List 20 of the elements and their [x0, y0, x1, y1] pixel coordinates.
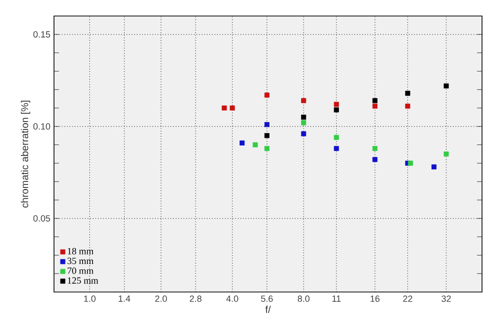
y-tick-label: 0.10	[33, 123, 50, 130]
x-tick-label: 1.0	[84, 296, 96, 302]
y-axis-title: chromatic aberration [%]	[20, 100, 30, 208]
x-tick-label: 32	[442, 296, 451, 302]
x-tick-label: 2.8	[190, 296, 202, 302]
legend-label: 35 mm	[68, 258, 94, 264]
x-tick-label: 8.0	[298, 296, 310, 302]
legend-label: 70 mm	[68, 268, 94, 274]
x-tick-label: 5.6	[261, 296, 273, 302]
x-tick-label: 22	[403, 296, 412, 302]
y-tick-label: 0.15	[33, 31, 50, 38]
legend-label: 125 mm	[68, 277, 98, 284]
x-tick-label: 1.4	[118, 296, 130, 302]
x-tick-label: 11	[332, 296, 341, 302]
x-tick-label: 16	[370, 296, 380, 302]
x-axis-title: f/	[265, 306, 271, 314]
x-tick-label: 4.0	[226, 296, 238, 302]
y-tick-label: 0.05	[33, 215, 50, 222]
x-tick-label: 2.0	[155, 296, 167, 302]
legend-label: 18 mm	[68, 248, 94, 254]
